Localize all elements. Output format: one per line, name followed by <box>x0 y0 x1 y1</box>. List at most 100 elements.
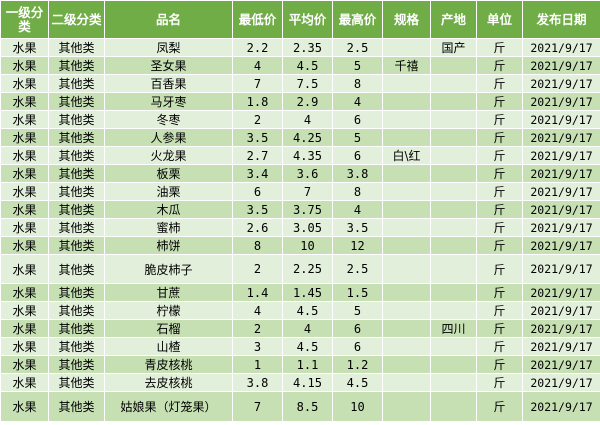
table-row: 水果 其他类 柿饼 8 10 12 斤 2021/9/17 <box>0 236 600 255</box>
cell-avg-price: 2.35 <box>282 38 333 57</box>
cell-origin <box>430 128 477 147</box>
cell-min-price: 3.8 <box>232 373 283 392</box>
cell-name: 百香果 <box>104 74 233 93</box>
cell-date: 2021/9/17 <box>522 283 600 302</box>
cell-date: 2021/9/17 <box>522 236 600 255</box>
cell-origin <box>430 56 477 75</box>
cell-unit: 斤 <box>476 391 523 422</box>
cell-name: 柠檬 <box>104 301 233 320</box>
cell-level1: 水果 <box>0 319 49 338</box>
cell-unit: 斤 <box>476 254 523 284</box>
cell-unit: 斤 <box>476 56 523 75</box>
cell-min-price: 2 <box>232 319 283 338</box>
cell-name: 蜜柿 <box>104 218 233 237</box>
table-row: 水果 其他类 姑娘果（灯笼果） 7 8.5 10 斤 2021/9/17 <box>0 391 600 422</box>
cell-avg-price: 3.05 <box>282 218 333 237</box>
cell-date: 2021/9/17 <box>522 56 600 75</box>
cell-date: 2021/9/17 <box>522 110 600 129</box>
cell-max-price: 5 <box>332 56 383 75</box>
cell-spec <box>382 337 431 356</box>
cell-level2: 其他类 <box>48 200 105 219</box>
table-row: 水果 其他类 去皮核桃 3.8 4.15 4.5 斤 2021/9/17 <box>0 373 600 392</box>
cell-avg-price: 4.15 <box>282 373 333 392</box>
cell-level1: 水果 <box>0 110 49 129</box>
cell-level1: 水果 <box>0 164 49 183</box>
cell-date: 2021/9/17 <box>522 254 600 284</box>
cell-origin: 国产 <box>430 38 477 57</box>
cell-level1: 水果 <box>0 254 49 284</box>
cell-name: 圣女果 <box>104 56 233 75</box>
cell-level2: 其他类 <box>48 301 105 320</box>
cell-min-price: 7 <box>232 74 283 93</box>
cell-origin <box>430 164 477 183</box>
table-row: 水果 其他类 石榴 2 4 6 四川斤 2021/9/17 <box>0 319 600 338</box>
table-row: 水果 其他类 油栗 6 7 8 斤 2021/9/17 <box>0 182 600 201</box>
table-row: 水果 其他类 人参果 3.5 4.25 5 斤 2021/9/17 <box>0 128 600 147</box>
header-spec: 规格 <box>382 0 431 39</box>
cell-origin <box>430 391 477 422</box>
cell-name: 马牙枣 <box>104 92 233 111</box>
cell-date: 2021/9/17 <box>522 391 600 422</box>
table-row: 水果 其他类 蜜柿 2.6 3.05 3.5 斤 2021/9/17 <box>0 218 600 237</box>
cell-avg-price: 8.5 <box>282 391 333 422</box>
cell-max-price: 1.5 <box>332 283 383 302</box>
cell-name: 青皮核桃 <box>104 355 233 374</box>
cell-spec <box>382 110 431 129</box>
cell-max-price: 10 <box>332 391 383 422</box>
cell-unit: 斤 <box>476 128 523 147</box>
cell-avg-price: 2.9 <box>282 92 333 111</box>
cell-level2: 其他类 <box>48 218 105 237</box>
cell-avg-price: 7 <box>282 182 333 201</box>
cell-avg-price: 4.35 <box>282 146 333 165</box>
cell-date: 2021/9/17 <box>522 146 600 165</box>
cell-spec <box>382 391 431 422</box>
cell-unit: 斤 <box>476 236 523 255</box>
cell-avg-price: 3.75 <box>282 200 333 219</box>
cell-name: 去皮核桃 <box>104 373 233 392</box>
cell-origin <box>430 110 477 129</box>
cell-origin <box>430 200 477 219</box>
cell-spec <box>382 92 431 111</box>
cell-date: 2021/9/17 <box>522 128 600 147</box>
table-row: 水果 其他类 木瓜 3.5 3.75 4 斤 2021/9/17 <box>0 200 600 219</box>
cell-avg-price: 4.5 <box>282 337 333 356</box>
cell-min-price: 3.5 <box>232 128 283 147</box>
cell-date: 2021/9/17 <box>522 319 600 338</box>
cell-spec <box>382 182 431 201</box>
header-level1-category: 一级分类 <box>0 0 49 39</box>
cell-level2: 其他类 <box>48 391 105 422</box>
cell-level1: 水果 <box>0 391 49 422</box>
cell-level1: 水果 <box>0 355 49 374</box>
cell-name: 板栗 <box>104 164 233 183</box>
cell-level2: 其他类 <box>48 164 105 183</box>
cell-unit: 斤 <box>476 283 523 302</box>
cell-spec <box>382 236 431 255</box>
header-publish-date: 发布日期 <box>522 0 600 39</box>
cell-avg-price: 3.6 <box>282 164 333 183</box>
table-row: 水果 其他类 百香果 7 7.5 8 斤 2021/9/17 <box>0 74 600 93</box>
cell-spec: 千禧 <box>382 56 431 75</box>
cell-max-price: 3.5 <box>332 218 383 237</box>
cell-unit: 斤 <box>476 182 523 201</box>
table-row: 水果 其他类 青皮核桃 1 1.1 1.2 斤 2021/9/17 <box>0 355 600 374</box>
cell-level1: 水果 <box>0 283 49 302</box>
cell-name: 石榴 <box>104 319 233 338</box>
cell-spec: 白\红 <box>382 146 431 165</box>
cell-max-price: 4 <box>332 200 383 219</box>
cell-origin <box>430 182 477 201</box>
cell-date: 2021/9/17 <box>522 218 600 237</box>
cell-unit: 斤 <box>476 373 523 392</box>
cell-unit: 斤 <box>476 92 523 111</box>
cell-name: 油栗 <box>104 182 233 201</box>
table-row: 水果 其他类 冬枣 2 4 6 斤 2021/9/17 <box>0 110 600 129</box>
cell-avg-price: 4.25 <box>282 128 333 147</box>
cell-spec <box>382 38 431 57</box>
cell-level2: 其他类 <box>48 337 105 356</box>
cell-unit: 斤 <box>476 200 523 219</box>
cell-avg-price: 2.25 <box>282 254 333 284</box>
header-row: 一级分类 二级分类 品名 最低价 平均价 最高价 规格 产地 单位 发布日期 <box>0 0 600 39</box>
cell-avg-price: 7.5 <box>282 74 333 93</box>
cell-name: 姑娘果（灯笼果） <box>104 391 233 422</box>
cell-spec <box>382 373 431 392</box>
